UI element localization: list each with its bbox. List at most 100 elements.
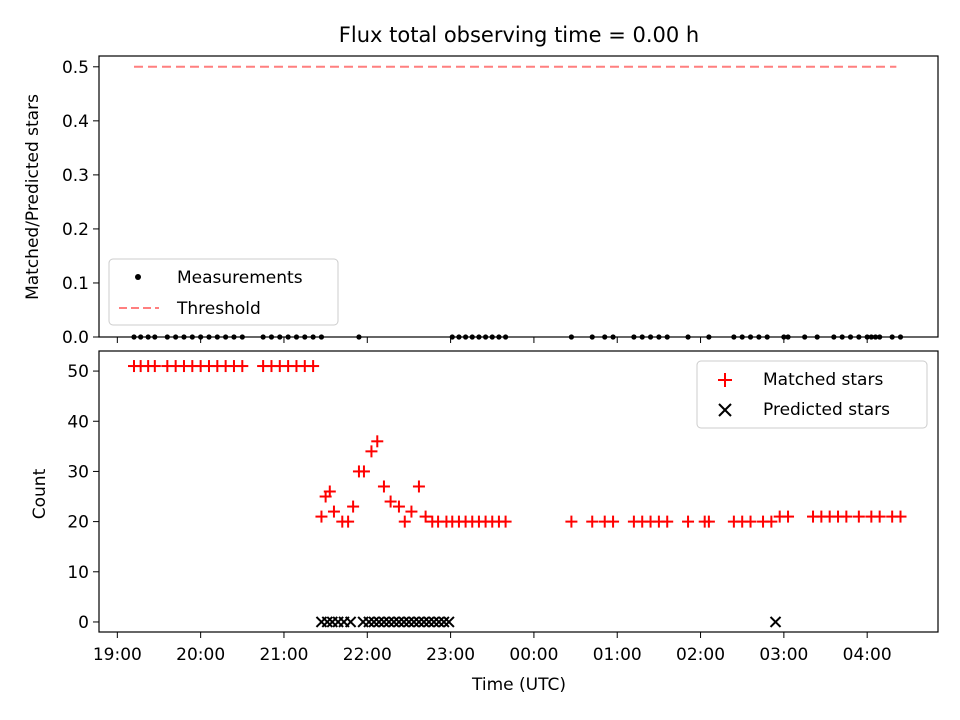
- predicted-star-point: [413, 616, 425, 628]
- predicted-star-stroke: [388, 616, 400, 628]
- bottom-axes-frame: [98, 350, 939, 633]
- matched-star-point: [236, 360, 249, 373]
- x-tick-label: 02:00: [676, 645, 725, 665]
- matched-star-point: [377, 480, 390, 493]
- matched-star-point: [840, 510, 853, 523]
- predicted-star-point: [393, 616, 405, 628]
- bottom-panel: 0 10 20 30 40 50 19:00 20:00 21:00 22:00 23:00 00:…: [30, 350, 939, 695]
- bottom-x-axis: 19:00 20:00 21:00 22:00 23:00 00:00 01:00 02:00…: [93, 632, 892, 665]
- predicted-star-stroke: [363, 616, 375, 628]
- legend-threshold-label: Threshold: [176, 299, 261, 319]
- matched-star-point: [565, 515, 578, 528]
- matched-star-point: [873, 510, 886, 523]
- bottom-y-tick-label: 0: [78, 613, 89, 633]
- legend-predicted-label: Predicted stars: [763, 400, 890, 420]
- top-x-axis-ticks: [116, 337, 868, 343]
- bottom-y-tick-label: 40: [67, 412, 89, 432]
- bottom-y-tick-label: 50: [67, 362, 89, 382]
- top-y-tick-label: 0.0: [62, 328, 89, 348]
- predicted-star-point: [363, 616, 375, 628]
- legend-predicted-marker: [718, 403, 732, 417]
- matched-star-point: [307, 360, 320, 373]
- top-panel: 0.0 0.1 0.2 0.3 0.4 0.5 Matched/Predicted sta…: [23, 55, 939, 348]
- predicted-star-point: [769, 616, 782, 628]
- x-tick-label: 01:00: [593, 645, 642, 665]
- predicted-star-stroke: [413, 616, 425, 628]
- predicted-star-stroke: [383, 616, 395, 628]
- top-y-tick-label: 0.2: [62, 220, 89, 240]
- predicted-star-point: [398, 616, 410, 628]
- predicted-star-point: [321, 616, 333, 628]
- predicted-star-stroke: [403, 616, 415, 628]
- matched-star-point: [398, 515, 411, 528]
- predicted-star-stroke: [438, 616, 450, 628]
- matched-star-point: [405, 505, 418, 518]
- legend-measurements-marker: [135, 274, 141, 280]
- predicted-star-point: [428, 616, 440, 628]
- matched-star-point: [342, 515, 355, 528]
- bottom-points-layer: [127, 360, 907, 628]
- matched-star-point: [607, 515, 620, 528]
- matched-star-point: [357, 465, 370, 478]
- x-tick-label: 23:00: [426, 645, 475, 665]
- top-legend: Measurements Threshold: [108, 258, 339, 326]
- matched-star-point: [661, 515, 674, 528]
- x-tick-label: 00:00: [509, 645, 558, 665]
- matched-star-point: [499, 515, 512, 528]
- x-tick-label: 20:00: [176, 645, 225, 665]
- x-tick-label: 03:00: [759, 645, 808, 665]
- matched-star-point: [412, 480, 425, 493]
- matched-star-point: [744, 515, 757, 528]
- top-legend-box: [108, 258, 339, 326]
- matched-star-point: [852, 510, 865, 523]
- matched-star-point: [392, 500, 405, 513]
- predicted-star-stroke: [398, 616, 410, 628]
- top-axes-frame: [98, 55, 939, 338]
- predicted-star-point: [373, 616, 385, 628]
- matched-star-point: [323, 485, 336, 498]
- matched-star-point: [894, 510, 907, 523]
- bottom-legend: Matched stars Predicted stars: [696, 360, 928, 429]
- predicted-star-point: [433, 616, 445, 628]
- matched-star-point: [782, 510, 795, 523]
- predicted-star-stroke: [418, 616, 430, 628]
- matched-star-point: [682, 515, 695, 528]
- top-y-axis-label: Matched/Predicted stars: [23, 94, 43, 300]
- bottom-y-axis-label: Count: [30, 468, 50, 519]
- predicted-star-stroke: [769, 616, 782, 628]
- predicted-star-point: [418, 616, 430, 628]
- x-tick-label: 21:00: [259, 645, 308, 665]
- predicted-star-stroke: [321, 616, 333, 628]
- predicted-star-stroke: [428, 616, 440, 628]
- bottom-y-tick-label: 20: [67, 513, 89, 533]
- predicted-star-point: [423, 616, 435, 628]
- legend-matched-label: Matched stars: [763, 370, 883, 390]
- predicted-star-stroke: [433, 616, 445, 628]
- predicted-star-stroke: [368, 616, 380, 628]
- predicted-star-point: [388, 616, 400, 628]
- predicted-star-point: [344, 616, 357, 628]
- bottom-y-axis: 0 10 20 30 40 50: [67, 362, 99, 633]
- matched-star-point: [347, 500, 360, 513]
- predicted-star-stroke: [378, 616, 390, 628]
- predicted-star-point: [403, 616, 415, 628]
- top-y-tick-label: 0.3: [62, 166, 89, 186]
- bottom-legend-box: [696, 360, 928, 429]
- predicted-star-stroke: [344, 616, 357, 628]
- matched-star-point: [327, 505, 340, 518]
- matched-star-point: [365, 445, 378, 458]
- predicted-star-point: [443, 616, 455, 628]
- legend-matched-marker: [718, 373, 732, 387]
- top-y-axis: 0.0 0.1 0.2 0.3 0.4 0.5: [62, 58, 99, 348]
- matched-star-point: [702, 515, 715, 528]
- predicted-star-point: [408, 616, 420, 628]
- matched-star-point: [315, 510, 328, 523]
- x-tick-label: 19:00: [93, 645, 142, 665]
- top-y-tick-label: 0.4: [62, 112, 89, 132]
- matched-star-point: [371, 435, 384, 448]
- top-chart-title: Flux total observing time = 0.00 h: [339, 23, 699, 47]
- bottom-y-tick-label: 30: [67, 462, 89, 482]
- predicted-star-point: [438, 616, 450, 628]
- top-y-tick-label: 0.1: [62, 274, 89, 294]
